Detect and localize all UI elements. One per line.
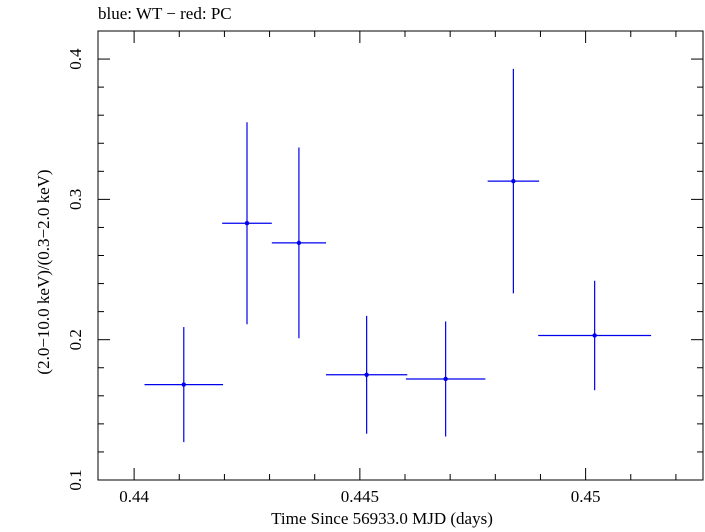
x-axis-label: Time Since 56933.0 MJD (days) xyxy=(271,509,493,528)
x-tick-label: 0.44 xyxy=(119,487,149,506)
data-point xyxy=(364,372,369,377)
y-tick-label: 0.3 xyxy=(66,189,85,210)
data-point xyxy=(443,376,448,382)
y-tick-label: 0.1 xyxy=(66,469,85,490)
axis-ticks xyxy=(98,30,703,481)
data-point xyxy=(244,221,250,226)
data-point xyxy=(592,333,597,338)
data-point xyxy=(181,382,186,387)
y-axis-label: (2.0−10.0 keV)/(0.3−2.0 keV) xyxy=(34,169,53,375)
data-points xyxy=(144,68,652,443)
x-tick-label: 0.445 xyxy=(341,487,379,506)
tick-labels: 0.44 0.445 0.45 0.1 0.2 0.3 0.4 xyxy=(66,48,600,506)
y-tick-label: 0.2 xyxy=(66,329,85,350)
data-point xyxy=(296,240,302,246)
chart-title: blue: WT − red: PC xyxy=(98,4,232,23)
data-point xyxy=(511,178,516,184)
x-tick-label: 0.45 xyxy=(571,487,601,506)
y-tick-label: 0.4 xyxy=(66,48,85,70)
plot-frame xyxy=(97,30,704,481)
